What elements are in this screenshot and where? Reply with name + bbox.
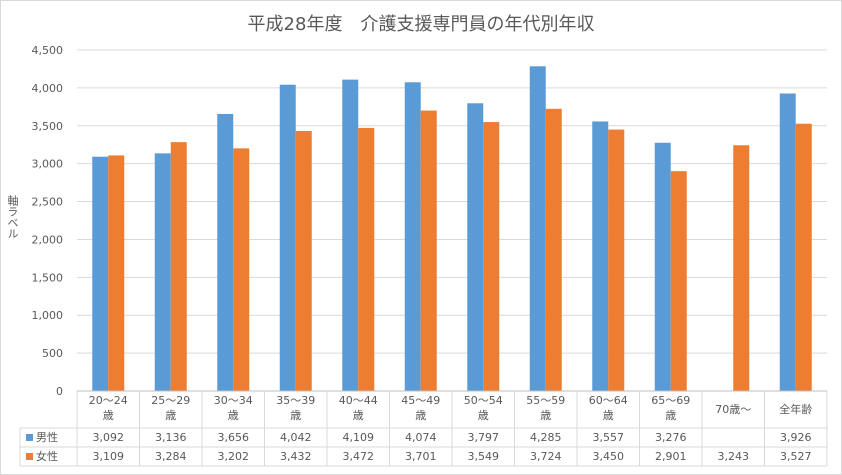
bar-female [483,122,500,391]
bar-male [529,66,546,391]
bar-female [358,127,375,391]
bar-female [295,130,312,391]
x-tick-label: 歳 [540,409,551,422]
data-label: 3,284 [155,450,187,463]
data-label: 3,926 [780,431,812,444]
y-tick-label: 2,500 [32,196,64,209]
bar-female [733,145,750,391]
legend-label: 女性 [36,449,58,463]
bar-male [467,103,484,391]
x-tick-label: 歳 [665,409,676,422]
data-label: 3,656 [218,431,250,444]
x-tick-label: 歳 [228,409,239,422]
bar-male [404,82,421,391]
chart-title: 平成28年度 介護支援専門員の年代別年収 [247,14,595,35]
bar-female [608,129,625,392]
y-tick-label: 4,500 [32,44,64,57]
bar-male [779,93,796,391]
y-tick-label: 3,000 [32,158,64,171]
x-tick-label: 65～69 [651,394,690,407]
data-label: 3,202 [218,450,250,463]
bar-male [92,156,109,391]
x-tick-label: 35～39 [276,394,315,407]
data-label: 4,285 [530,431,562,444]
bar-male [279,84,296,391]
x-tick-label: 20～24 [89,394,128,407]
bar-female [670,171,687,391]
data-label: 3,472 [343,450,375,463]
y-tick-label: 2,000 [32,233,64,246]
x-tick-label: 30～34 [214,394,253,407]
data-label: 4,042 [280,431,312,444]
bar-female [233,148,250,391]
legend-swatch-female [26,453,33,460]
bar-male [654,142,671,391]
data-label: 3,549 [468,450,500,463]
bar-female [795,123,812,391]
data-label: 3,797 [468,431,500,444]
y-tick-label: 1,000 [32,309,64,322]
legend-swatch-male [26,434,33,441]
data-label: 3,276 [655,431,687,444]
x-tick-label: 25～29 [151,394,190,407]
data-label: 3,527 [780,450,812,463]
x-tick-label: 全年齢 [779,402,812,416]
data-label: 3,701 [405,450,437,463]
bar-male [592,121,609,392]
x-tick-label: 歳 [165,409,176,422]
bar-female [545,108,562,391]
data-label: 3,109 [93,450,125,463]
bar-female [108,155,125,391]
legend-label: 男性 [36,430,58,444]
data-label: 3,092 [93,431,125,444]
y-tick-label: 500 [42,347,63,360]
x-tick-label: 70歳～ [715,403,751,416]
data-label: 3,432 [280,450,312,463]
x-tick-label: 歳 [353,409,364,422]
data-label: 3,450 [593,450,625,463]
x-tick-label: 歳 [290,409,301,422]
y-tick-label: 4,000 [32,82,64,95]
y-axis-label: 軸ラベル [6,195,19,239]
x-tick-label: 歳 [103,409,114,422]
x-tick-label: 歳 [603,409,614,422]
x-tick-label: 歳 [478,409,489,422]
y-tick-label: 3,500 [32,120,64,133]
x-tick-label: 50～54 [464,394,503,407]
bar-female [170,142,187,391]
data-label: 3,557 [593,431,625,444]
data-label: 3,136 [155,431,187,444]
bar-female [420,110,437,391]
data-label: 4,074 [405,431,437,444]
bar-male [217,113,234,391]
x-tick-label: 40～44 [339,394,378,407]
x-tick-label: 歳 [415,409,426,422]
data-label: 4,109 [343,431,375,444]
x-tick-label: 45～49 [401,394,440,407]
bar-male [342,79,359,391]
y-tick-label: 0 [56,385,63,398]
x-tick-label: 55～59 [526,394,565,407]
data-label: 3,724 [530,450,562,463]
y-tick-label: 1,500 [32,271,64,284]
data-label: 2,901 [655,450,687,463]
data-label: 3,243 [718,450,750,463]
bar-male [154,153,171,391]
x-tick-label: 60～64 [589,394,628,407]
